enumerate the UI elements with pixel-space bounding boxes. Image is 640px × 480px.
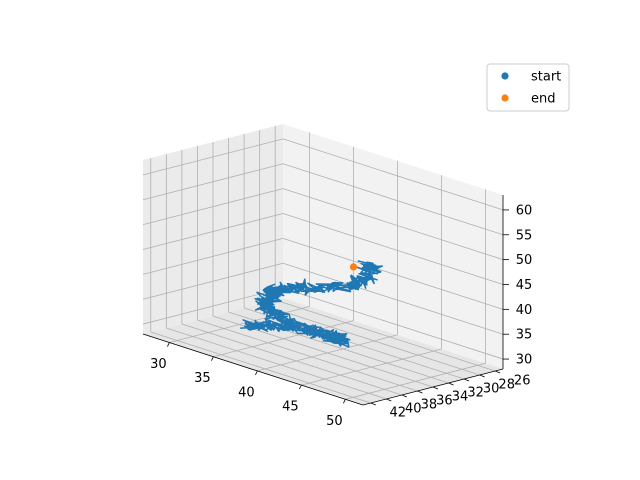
y-tick-label: 38 [421, 398, 438, 413]
axis-panes [143, 124, 503, 405]
y-tick-mark [463, 378, 470, 382]
grid-z-left [142, 188, 284, 226]
grid-z-left [142, 262, 284, 300]
z-tick-label: 50 [516, 253, 533, 268]
x-tick-mark [167, 342, 170, 347]
y-tick-mark [495, 370, 501, 374]
legend-start-label: start [531, 70, 561, 85]
grid-y-floor [197, 319, 418, 392]
legend-start-marker [501, 72, 509, 80]
gridlines [142, 126, 504, 404]
x-tick-label: 50 [326, 414, 343, 429]
y-tick-mark [401, 394, 408, 398]
x-tick-label: 35 [194, 371, 211, 386]
z-tick-label: 30 [516, 353, 533, 368]
y-tick-label: 40 [405, 402, 422, 417]
grid-z-back [282, 237, 504, 310]
z-tick-label: 35 [516, 328, 533, 343]
z-tick-label: 45 [516, 278, 533, 293]
grid-z-back [282, 138, 504, 211]
x-tick-mark [343, 399, 346, 404]
grid-y-floor [259, 303, 480, 376]
x-tick-label: 30 [150, 357, 167, 372]
y-tick-mark [386, 398, 392, 402]
y-tick-label: 26 [514, 374, 531, 389]
x-axis-line [142, 333, 364, 406]
z-tick-label: 40 [516, 303, 533, 318]
legend-end-label: end [531, 92, 556, 107]
tick-labels: 3035404550262830323436384042303540455055… [150, 203, 532, 428]
x-tick-mark [255, 370, 258, 376]
grid-y-floor [275, 299, 496, 372]
legend: start end [486, 63, 570, 112]
z-tick-label: 60 [516, 203, 533, 218]
y-tick-mark [448, 382, 454, 386]
grid-y-floor [181, 323, 403, 396]
start-point [246, 323, 254, 331]
y-tick-mark [417, 390, 423, 394]
back-pane [283, 124, 503, 369]
grid-z-left [142, 237, 284, 275]
y-tick-label: 42 [390, 406, 407, 421]
grid-z-back [282, 163, 504, 236]
y-tick-label: 28 [498, 378, 515, 393]
grid-y-floor [150, 331, 371, 404]
plot-area [239, 260, 384, 348]
grid-z-back [282, 287, 504, 360]
end-point [349, 263, 358, 271]
trajectory-line [239, 260, 384, 348]
grid-y-floor [166, 327, 387, 400]
y-tick-mark [432, 386, 439, 390]
grid-z-left [142, 138, 284, 176]
y-tick-mark [479, 374, 485, 378]
z-tick-label: 55 [516, 228, 533, 243]
y-tick-label: 30 [483, 382, 500, 397]
grid-z-back [282, 188, 504, 261]
legend-end-marker [501, 94, 509, 102]
y-tick-label: 36 [436, 394, 453, 409]
grid-z-back [282, 213, 504, 285]
y-tick-label: 32 [467, 386, 484, 401]
x-tick-label: 45 [282, 400, 299, 415]
grid-z-back [282, 262, 504, 335]
x-tick-mark [211, 356, 214, 361]
y-tick-mark [370, 402, 376, 406]
x-tick-mark [299, 384, 302, 390]
grid-z-left [142, 163, 284, 201]
grid-z-left [142, 213, 284, 250]
y-tick-label: 34 [452, 390, 469, 405]
x-tick-label: 40 [238, 385, 255, 400]
